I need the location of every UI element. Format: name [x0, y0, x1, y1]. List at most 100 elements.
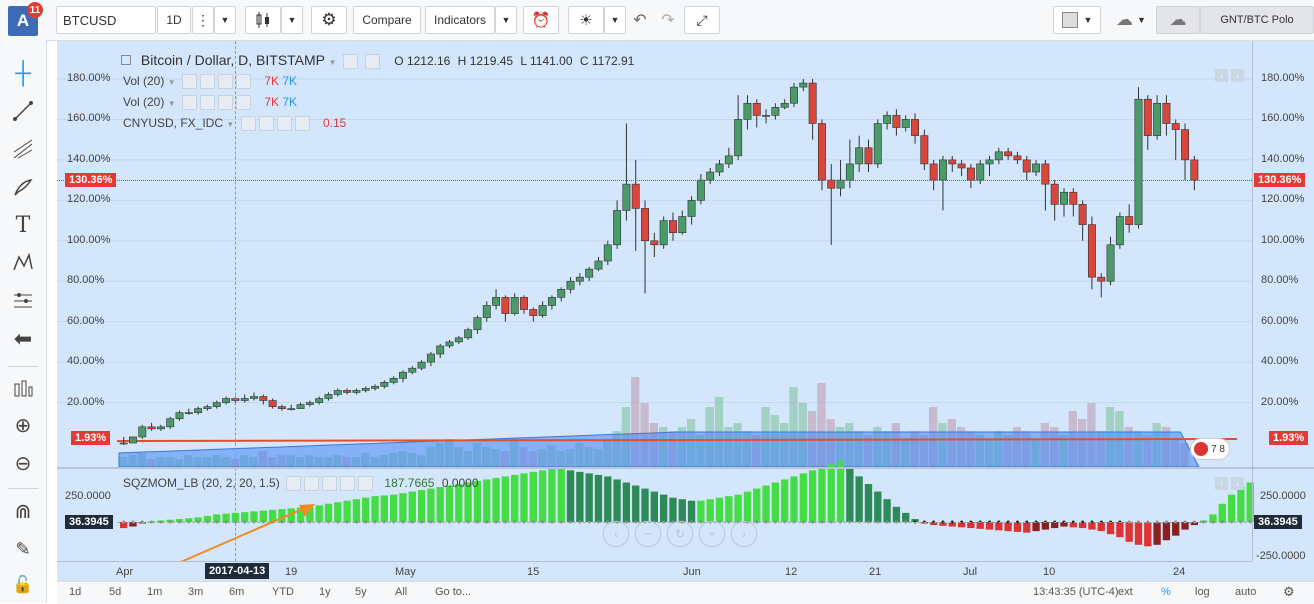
indicator-legend[interactable]: SQZMOM_LB (20, 2, 20, 1.5) 187.7665 0.00…	[123, 476, 479, 492]
momentum-bar	[390, 494, 398, 522]
range-button-1m[interactable]: 1m	[147, 586, 163, 598]
stay-drawing-tool[interactable]: ✎	[8, 534, 38, 564]
close-icon[interactable]	[358, 476, 374, 492]
symbol-search-input[interactable]: BTCUSD	[56, 6, 156, 34]
undo-icon: ↶	[633, 12, 647, 29]
range-button-ytd[interactable]: YTD	[272, 586, 294, 598]
plus-icon[interactable]	[217, 95, 233, 111]
notification-badge[interactable]: 11	[27, 2, 43, 18]
eye-icon[interactable]	[343, 53, 359, 69]
compare-button[interactable]: Compare	[353, 6, 421, 34]
zoom-in-tool[interactable]: ⊕	[8, 410, 38, 440]
time-axis[interactable]: Apr 19 May 15 Jun 12 21 Jul 10 24	[57, 561, 1252, 582]
chart-canvas[interactable]	[57, 41, 1314, 581]
ideas-button[interactable]: ☀	[568, 6, 604, 34]
text-tool[interactable]: T	[8, 210, 38, 240]
interval-button[interactable]: 1D	[157, 6, 191, 34]
range-button-5y[interactable]: 5y	[355, 586, 367, 598]
range-button-3m[interactable]: 3m	[188, 586, 204, 598]
reset-button[interactable]: ↻	[667, 521, 693, 547]
interval-dropdown[interactable]: ▼	[214, 6, 236, 34]
zoom-out-tool[interactable]: ⊖	[8, 448, 38, 478]
log-toggle[interactable]: log	[1195, 586, 1210, 598]
study-legend-vol-2[interactable]: Vol (20) ▼ 7K 7K	[123, 95, 297, 111]
time-axis-label: 10	[1043, 566, 1056, 578]
magnet-tool[interactable]: ⋒	[8, 496, 38, 526]
interval-menu-button[interactable]: ⋮	[192, 6, 214, 34]
pane-up-button[interactable]: ↑	[1215, 477, 1228, 490]
scroll-down-button[interactable]: ↓	[1231, 69, 1244, 82]
chart-style-dropdown[interactable]: ▼	[281, 6, 303, 34]
scroll-up-button[interactable]: ↓	[1215, 69, 1228, 82]
eye-icon[interactable]	[286, 476, 302, 492]
gear-icon[interactable]	[258, 116, 274, 132]
chart-style-button[interactable]	[245, 6, 281, 34]
trend-line-tool[interactable]	[8, 96, 38, 126]
study-legend-vol-1[interactable]: Vol (20) ▼ 7K 7K	[123, 74, 297, 90]
range-button-6m[interactable]: 6m	[229, 586, 245, 598]
indicators-button[interactable]: Indicators	[425, 6, 495, 34]
fullscreen-button[interactable]: ⤢	[684, 6, 720, 34]
load-layout-button[interactable]: ☁ ▼	[1107, 6, 1155, 34]
scroll-right-button[interactable]: ›	[731, 521, 757, 547]
right-price-axis[interactable]: 180.00% 160.00% 140.00% 120.00% 100.00% 80.00…	[1252, 41, 1314, 561]
pane-separator[interactable]	[57, 467, 1314, 469]
chevron-down-icon[interactable]: ▼	[167, 78, 176, 87]
plus-icon[interactable]	[276, 116, 292, 132]
lock-tool[interactable]: 🔓	[8, 570, 38, 600]
ideas-dropdown[interactable]: ▼	[604, 6, 626, 34]
redo-button[interactable]: ↷	[654, 6, 682, 34]
source-icon[interactable]	[322, 476, 338, 492]
prediction-tool[interactable]	[8, 286, 38, 316]
goto-button[interactable]: Go to...	[435, 586, 472, 598]
percent-toggle[interactable]: %	[1161, 586, 1171, 598]
zoom-out-button[interactable]: −	[635, 521, 661, 547]
scroll-left-button[interactable]: ‹	[603, 521, 629, 547]
study-legend-cnyusd[interactable]: CNYUSD, FX_IDC ▼ 0.15	[123, 116, 346, 132]
alert-button[interactable]: ⏰	[523, 6, 559, 34]
eye-icon[interactable]	[181, 74, 197, 90]
chevron-down-icon[interactable]: ▼	[167, 99, 176, 108]
gear-icon[interactable]	[199, 95, 215, 111]
pane-down-button[interactable]: ↓	[1231, 477, 1244, 490]
momentum-bar	[1209, 514, 1217, 522]
crosshair-tool[interactable]: ┼	[8, 58, 38, 88]
ext-toggle[interactable]: ext	[1118, 586, 1133, 598]
range-button-1y[interactable]: 1y	[319, 586, 331, 598]
layout-square-icon	[1061, 12, 1078, 28]
layout-name-button[interactable]: GNT/BTC Polo	[1200, 6, 1314, 34]
collapse-toggle[interactable]	[121, 55, 131, 65]
layout-button[interactable]: ▼	[1053, 6, 1101, 34]
plus-icon[interactable]	[217, 74, 233, 90]
zoom-in-button[interactable]: +	[699, 521, 725, 547]
gear-icon[interactable]	[199, 74, 215, 90]
chevron-down-icon[interactable]: ▼	[226, 120, 235, 129]
chart-area[interactable]: Bitcoin / Dollar, D, BITSTAMP ▼ O 1212.1…	[57, 41, 1314, 582]
brush-tool[interactable]	[8, 172, 38, 202]
candle-body	[119, 442, 128, 445]
gear-icon[interactable]	[365, 53, 381, 69]
earnings-flag[interactable]: 5 7 8	[1190, 438, 1230, 460]
plus-icon[interactable]	[340, 476, 356, 492]
undo-button[interactable]: ↶	[626, 6, 654, 34]
chevron-down-icon[interactable]: ▼	[328, 58, 337, 67]
auto-toggle[interactable]: auto	[1235, 586, 1257, 598]
indicators-dropdown[interactable]: ▼	[495, 6, 517, 34]
close-icon[interactable]	[235, 74, 251, 90]
close-icon[interactable]	[294, 116, 310, 132]
chart-settings-icon[interactable]: ⚙	[1283, 584, 1295, 599]
close-icon[interactable]	[235, 95, 251, 111]
save-layout-button[interactable]: ☁	[1156, 6, 1200, 34]
gear-icon[interactable]	[304, 476, 320, 492]
eye-icon[interactable]	[181, 95, 197, 111]
icons-tool[interactable]	[8, 374, 38, 404]
range-button-1d[interactable]: 1d	[69, 586, 82, 598]
settings-button[interactable]: ⚙	[311, 6, 347, 34]
eye-icon[interactable]	[240, 116, 256, 132]
fib-tool[interactable]	[8, 134, 38, 164]
pattern-tool[interactable]	[8, 248, 38, 278]
range-button-5d[interactable]: 5d	[109, 586, 122, 598]
momentum-bar	[957, 522, 966, 528]
range-button-all[interactable]: All	[395, 586, 408, 598]
back-tool[interactable]: ⬅	[8, 324, 38, 354]
